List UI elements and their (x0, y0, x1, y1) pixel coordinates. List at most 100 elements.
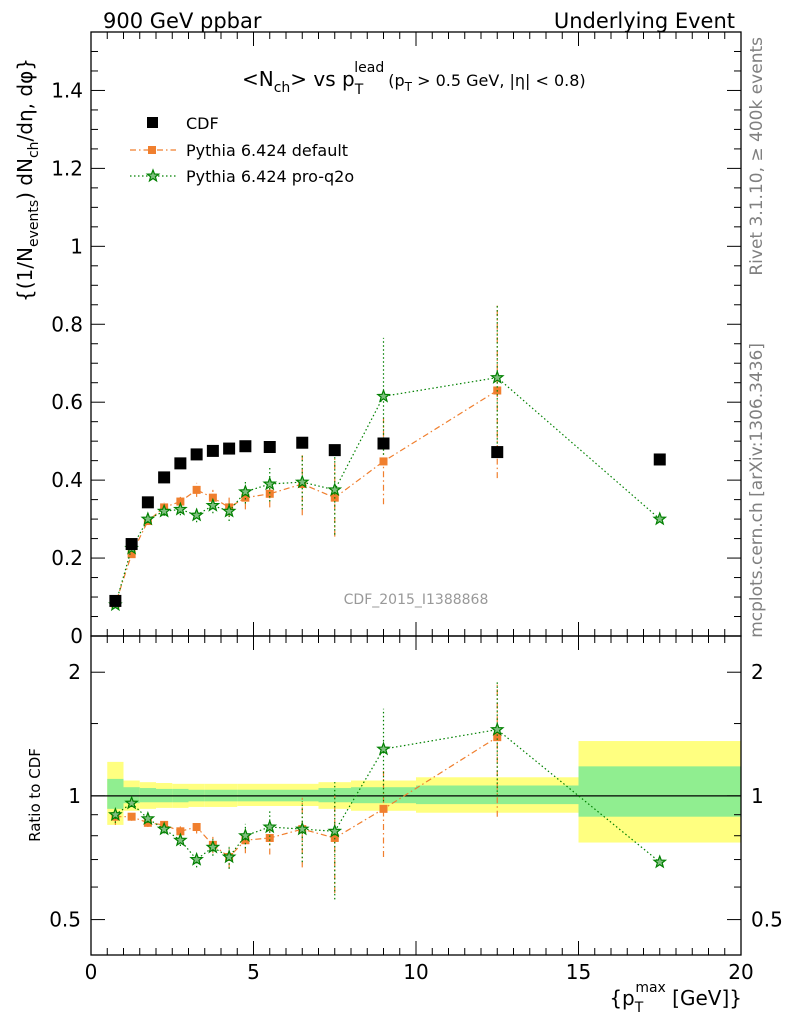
x-tick-label: 20 (728, 960, 753, 984)
band-inner (578, 766, 741, 817)
ratio-ytick-label-right: 2 (751, 660, 764, 684)
x-tick-label: 5 (247, 960, 260, 984)
legend: CDF Pythia 6.424 default Pythia 6.424 pr… (130, 114, 354, 186)
ratio-proq2o-line (115, 728, 661, 863)
default-point (192, 485, 201, 494)
ratio-proq2o-point (294, 821, 310, 836)
ratio-proq2o-point (262, 819, 278, 834)
ratio-default-point (176, 827, 185, 836)
cdf-point (141, 496, 154, 509)
ratio-proq2o-point (221, 849, 237, 864)
legend-label-proq2o: Pythia 6.424 pro-q2o (186, 167, 354, 186)
cdf-point (206, 444, 219, 457)
default-point (208, 493, 217, 502)
proq2o-point (156, 503, 172, 518)
default-point (241, 493, 250, 502)
ratio-proq2o-point (124, 795, 139, 810)
x-tick-label: 10 (403, 960, 428, 984)
ratio-default-point (127, 812, 136, 821)
x-tick-label: 15 (566, 960, 591, 984)
band-inner (139, 788, 156, 803)
proq2o-point (262, 476, 278, 491)
ratio-proq2o-point (489, 721, 505, 736)
proq2o-point (140, 511, 156, 526)
ratio-proq2o-point (156, 821, 172, 836)
band-inner (123, 787, 140, 804)
legend-marker-default (148, 146, 156, 154)
ratio-proq2o-point (108, 806, 123, 821)
ratio-ytick-label-right: 0.5 (751, 908, 783, 932)
header-right: Underlying Event (554, 9, 735, 33)
cdf-point (125, 538, 138, 551)
main-ytick-label: 1 (70, 234, 83, 258)
ratio-proq2o-point (327, 823, 343, 838)
rivet-label: Rivet 3.1.10, ≥ 400k events (747, 37, 767, 276)
main-ytick-label: 1.2 (51, 156, 83, 180)
ratio-proq2o-point (238, 828, 253, 842)
cdf-point (491, 446, 504, 459)
x-axis-label: {pTmax [GeV]} (609, 980, 742, 1016)
main-ytick-label: 0.6 (51, 390, 83, 414)
main-ytick-label: 0.8 (51, 312, 83, 336)
cdf-point (174, 457, 187, 470)
proq2o-point (327, 482, 343, 497)
cdf-point (223, 442, 236, 455)
default-point (379, 457, 388, 466)
cdf-point (239, 440, 252, 453)
default-point (176, 497, 185, 506)
ratio-plot: 0.5 0.51 12 20 5 10 15 20 (49, 635, 783, 984)
proq2o-point (376, 388, 391, 403)
main-plot: 0 0.2 0.4 0.6 0.8 1 1.2 1.4 (51, 31, 742, 648)
ratio-proq2o-point (376, 741, 391, 756)
ratio-ytick-label: 0.5 (49, 908, 81, 932)
ratio-proq2o-point (140, 811, 156, 825)
ratio-default-point (379, 804, 388, 813)
ratio-ytick-label: 1 (68, 784, 81, 808)
ratio-ytick-label-right: 1 (751, 784, 764, 808)
proq2o-point (489, 369, 505, 384)
proq2o-point (205, 497, 221, 512)
ratio-proq2o-point (652, 854, 668, 869)
legend-marker-proq2o (145, 168, 161, 183)
header-left: 900 GeV ppbar (103, 9, 262, 33)
mcplots-label: mcplots.cern.ch [arXiv:1306.3436] (747, 343, 767, 638)
analysis-watermark: CDF_2015_I1388868 (344, 592, 489, 608)
cdf-point (328, 444, 341, 457)
ratio-proq2o-point (189, 851, 204, 866)
cdf-point (377, 437, 390, 450)
cdf-point (296, 436, 309, 449)
legend-label-cdf: CDF (186, 114, 219, 133)
proq2o-point (189, 507, 204, 522)
proq2o-point (294, 474, 310, 489)
proq2o-point (173, 501, 188, 516)
ratio-proq2o-point (173, 832, 188, 847)
cdf-point (158, 471, 171, 484)
ratio-default-point (192, 823, 201, 832)
ratio-ytick-label: 2 (68, 660, 81, 684)
ratio-default-point (265, 833, 274, 842)
plot-title: <Nch> vs pTlead(pT > 0.5 GeV, |η| < 0.8) (242, 60, 586, 98)
main-ylabel: {(1/Nevents) dNch/dη, dφ} (13, 58, 42, 302)
cdf-point (190, 448, 203, 461)
main-ytick-label: 0.4 (51, 468, 83, 492)
proq2o-point (652, 511, 668, 526)
legend-label-default: Pythia 6.424 default (186, 141, 348, 160)
ratio-default-point (493, 733, 502, 742)
cdf-point (653, 453, 666, 466)
main-ytick-label: 1.4 (51, 78, 83, 102)
x-tick-label: 0 (85, 960, 98, 984)
default-line (114, 389, 498, 605)
ratio-ylabel: Ratio to CDF (26, 748, 44, 842)
legend-star-icon (145, 168, 161, 183)
band-inner (107, 778, 124, 809)
default-point (265, 489, 274, 498)
main-ytick-label: 0 (70, 624, 83, 648)
proq2o-point (238, 484, 253, 499)
main-ytick-label: 0.2 (51, 546, 83, 570)
cdf-point (263, 441, 276, 454)
proq2o-point (221, 503, 237, 518)
cdf-point (109, 594, 122, 607)
ratio-proq2o-point (205, 839, 221, 854)
legend-marker-cdf (147, 117, 158, 128)
